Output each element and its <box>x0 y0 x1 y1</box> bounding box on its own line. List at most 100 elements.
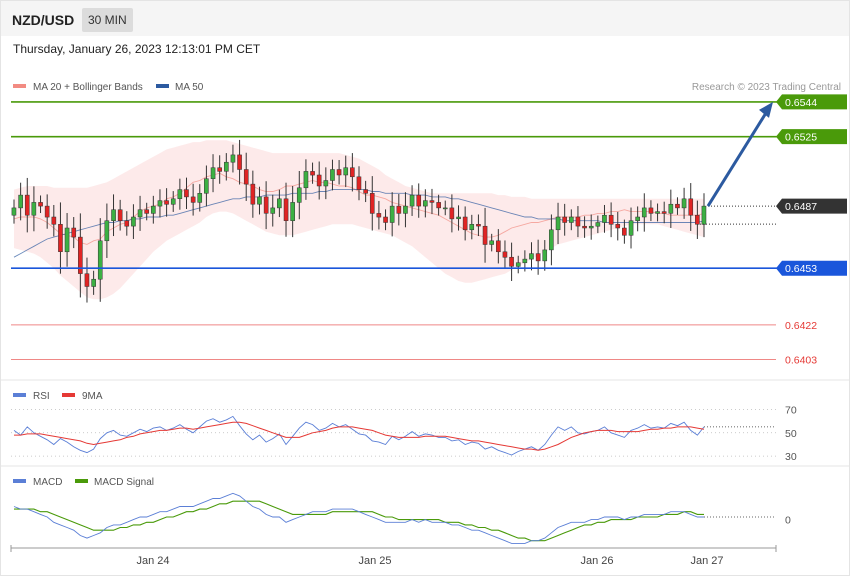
candle-body <box>336 169 342 176</box>
candle-body <box>71 227 77 238</box>
rsi-line <box>13 415 705 456</box>
support-1-label: 0.6422 <box>785 320 817 332</box>
candle-body <box>296 187 302 203</box>
candle-body <box>44 205 50 218</box>
candle-body <box>442 207 448 210</box>
price-legend: MA 20 + Bollinger Bands MA 50 Research ©… <box>13 82 841 93</box>
candle-body <box>151 205 156 214</box>
projection-line <box>706 112 768 207</box>
candle-body <box>661 211 667 214</box>
candle-body <box>144 209 149 214</box>
candle-body <box>350 167 355 178</box>
candle-body <box>542 249 548 262</box>
candle-body <box>409 194 415 207</box>
macd-line <box>13 492 704 544</box>
x-tick-label: Jan 26 <box>580 555 613 567</box>
rsi-panel: 70 50 30 <box>11 404 797 463</box>
macd-signal-swatch <box>75 479 88 483</box>
candle-body <box>622 227 627 236</box>
candle-body <box>356 176 362 190</box>
candle-body <box>303 171 309 189</box>
x-tick-label: Jan 25 <box>358 555 391 567</box>
candle-body <box>675 203 680 209</box>
x-tick-label: Jan 24 <box>136 555 169 567</box>
candle-body <box>230 154 236 163</box>
candle-body <box>648 207 654 214</box>
candle-body <box>396 205 402 214</box>
projection-arrowhead <box>759 101 773 118</box>
pivot-tag-label: 0.6453 <box>785 263 817 275</box>
candle-body <box>509 256 514 267</box>
rsi-level-label: 70 <box>785 404 797 416</box>
timestamp: Thursday, January 26, 2023 12:13:01 PM C… <box>13 42 261 56</box>
candle-body <box>104 220 110 242</box>
candle-body <box>97 240 103 280</box>
candle-body <box>316 174 322 187</box>
candle-body <box>64 227 70 253</box>
timeframe-badge[interactable]: 30 MIN <box>82 8 133 32</box>
candle-body <box>124 220 130 227</box>
candle-body <box>184 189 189 198</box>
candle-body <box>277 198 282 209</box>
last-price-tag-label: 0.6487 <box>785 201 817 213</box>
candle-body <box>416 194 422 207</box>
macd-swatch <box>13 479 26 483</box>
candle-body <box>210 167 216 179</box>
macd-legend: MACD MACD Signal <box>13 477 154 488</box>
candle-body <box>668 203 674 214</box>
candle-body <box>449 207 455 220</box>
candle-body <box>250 183 256 205</box>
macd-zero-label: 0 <box>785 515 791 527</box>
candle-body <box>111 209 116 221</box>
candle-body <box>635 216 640 221</box>
rsi-level-label: 50 <box>785 428 797 440</box>
rsi-ma-swatch <box>62 393 75 397</box>
candle-body <box>18 194 23 209</box>
candle-body <box>608 214 614 225</box>
ma20-legend-label: MA 20 + Bollinger Bands <box>33 82 143 93</box>
candle-body <box>204 178 209 194</box>
bollinger-bands <box>14 140 704 300</box>
macd-signal-line <box>14 500 704 542</box>
resistance-2-tag <box>776 94 847 110</box>
ma50-legend-label: MA 50 <box>175 82 204 93</box>
candle-body <box>170 198 176 205</box>
rsi-ma-legend-label: 9MA <box>82 391 103 402</box>
candle-body <box>383 216 388 223</box>
candle-body <box>58 224 63 252</box>
candle-body <box>51 216 57 225</box>
candle-body <box>595 222 601 227</box>
candlesticks <box>11 139 707 303</box>
candle-body <box>376 213 382 218</box>
candle-body <box>436 202 441 209</box>
candle-body <box>602 214 607 223</box>
candle-body <box>237 154 242 170</box>
support-2-label: 0.6403 <box>785 355 817 367</box>
candle-body <box>549 229 554 251</box>
candle-body <box>224 161 229 172</box>
candle-body <box>137 209 143 218</box>
candle-body <box>462 216 468 231</box>
candle-body <box>701 205 707 225</box>
rsi-level-label: 30 <box>785 451 797 463</box>
rsi-legend: RSI 9MA <box>13 391 103 402</box>
candle-body <box>522 258 528 264</box>
candle-body <box>641 207 647 218</box>
candle-body <box>423 200 428 207</box>
ma50-swatch <box>156 84 169 88</box>
candle-body <box>429 200 435 203</box>
macd-panel: 0 <box>13 492 791 544</box>
candle-body <box>489 240 494 245</box>
candle-body <box>456 216 461 220</box>
candle-body <box>343 167 349 176</box>
macd-signal-legend-label: MACD Signal <box>94 477 154 488</box>
last-price-tag <box>776 198 847 214</box>
candle-body <box>38 202 43 207</box>
candle-body <box>515 262 521 267</box>
price-levels: 0.6544 0.6525 0.6487 0.6453 0.6422 0.6403 <box>11 94 847 367</box>
candle-body <box>535 253 541 262</box>
candle-body <box>310 171 315 176</box>
candle-body <box>197 193 203 203</box>
pair-title: NZD/USD <box>12 12 75 28</box>
